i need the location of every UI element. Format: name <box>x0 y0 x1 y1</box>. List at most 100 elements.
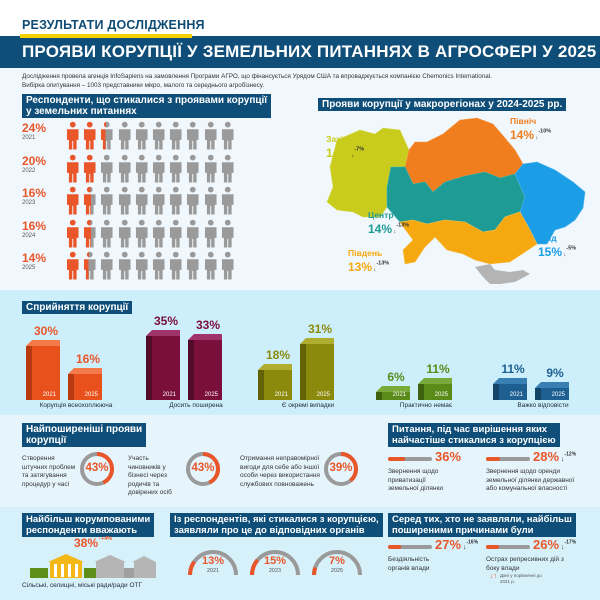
council-buildings-icon <box>30 554 156 578</box>
most-corrupt-pct: 38%↑+4% <box>74 536 113 550</box>
bar-year: 2021 <box>509 392 523 398</box>
row-pct: 20% <box>22 153 47 168</box>
gauge-value: 13% <box>201 555 225 567</box>
region-crimea <box>475 264 530 284</box>
common-item-donut: 43% <box>78 450 116 488</box>
region-south <box>399 211 538 265</box>
person-icon <box>135 251 149 281</box>
region-label: Південь 13% ↓-13% <box>348 248 390 274</box>
kicker-underline <box>20 34 192 38</box>
bar-year: 2021 <box>42 392 56 398</box>
region-label: Схід 15% ↓-5% <box>538 233 577 259</box>
person-icon <box>221 251 235 281</box>
bar-value: 6% <box>387 370 405 384</box>
person-icon <box>221 219 235 249</box>
bar-value: 30% <box>33 324 59 338</box>
reason-progress-bar <box>486 545 530 549</box>
person-icon <box>135 219 149 249</box>
donut-ring-icon <box>80 452 114 486</box>
bar-year: 2025 <box>84 392 98 398</box>
common-heading: Найпоширеніші прояви корупції <box>22 423 147 448</box>
perception-bar: 2021 30% <box>26 324 66 400</box>
person-icon <box>100 251 114 281</box>
row-pct: 14% <box>22 251 47 265</box>
person-icon <box>135 186 149 216</box>
perception-heading: Сприйняття корупції <box>22 297 133 315</box>
donut-value: 43% <box>85 462 109 474</box>
reason-progress-bar <box>388 545 432 549</box>
person-icon <box>186 251 200 281</box>
common-item-donut: 39% <box>322 450 360 488</box>
bar-value: 11% <box>426 362 450 376</box>
person-icon <box>221 154 235 184</box>
person-icon <box>204 121 218 151</box>
person-icon <box>186 121 200 151</box>
row-year: 2024 <box>22 232 36 239</box>
person-icon <box>83 251 97 281</box>
regions-heading: Прояви корупції у макрорегіонах у 2024-2… <box>318 94 567 112</box>
issue-progress-bar <box>486 457 530 461</box>
person-icon <box>83 154 97 184</box>
person-icon <box>83 186 97 216</box>
perception-bar: 2025 33% <box>188 318 228 400</box>
person-icon <box>135 121 149 151</box>
person-icon <box>221 121 235 151</box>
person-icon <box>152 186 166 216</box>
person-icon <box>118 186 132 216</box>
person-icon <box>152 219 166 249</box>
person-icon <box>83 219 97 249</box>
reason-text: Бездіяльність органів влади <box>388 556 430 572</box>
respondents-heading: Респонденти, що стикалися з проявами кор… <box>22 94 294 119</box>
region-label: Центр 14% ↓-13% <box>368 210 410 236</box>
person-icon <box>66 251 80 281</box>
person-icon <box>169 251 183 281</box>
person-icon <box>66 219 80 249</box>
perception-bar: 2025 11% <box>418 362 458 400</box>
perception-bar: 2021 11% <box>493 362 533 400</box>
person-icon <box>66 121 80 151</box>
person-icon <box>169 154 183 184</box>
bar-year: 2025 <box>434 392 448 398</box>
reported-gauge: 13% 2021 <box>186 543 240 579</box>
person-icon <box>152 121 166 151</box>
person-icon <box>152 251 166 281</box>
gauge-year: 2023 <box>268 568 282 574</box>
person-icon <box>204 186 218 216</box>
bar-year: 2025 <box>551 392 565 398</box>
gauge-arc-icon <box>188 550 238 576</box>
reason-text: Острах репресивних дій з боку влади <box>486 556 564 572</box>
region-label: Північ 14% ↓-10% <box>510 116 552 142</box>
reported-heading: Із респондентів, які стикалися з корупці… <box>170 513 383 538</box>
ukraine-map <box>326 117 586 284</box>
title-banner <box>0 36 600 68</box>
bar-year: 2025 <box>204 392 218 398</box>
row-pct: 16% <box>22 218 47 233</box>
perception-bar: 2021 18% <box>258 348 298 400</box>
common-item-text: Участь чиновників у бізнесі через родичі… <box>128 455 172 496</box>
row-year: 2022 <box>22 167 36 174</box>
gauge-year: 2021 <box>206 568 220 574</box>
person-icon <box>186 154 200 184</box>
reason-pct: 26% ↓-17% <box>533 537 577 552</box>
person-icon <box>169 219 183 249</box>
donut-ring-icon <box>324 452 358 486</box>
person-icon <box>204 219 218 249</box>
person-icon <box>66 154 80 184</box>
issue-pct: 36% <box>435 449 462 464</box>
common-item-text: Отримання неправомірної вигоди для себе … <box>240 455 320 488</box>
person-icon <box>83 121 97 151</box>
person-icon <box>118 219 132 249</box>
bar-year: 2025 <box>316 392 330 398</box>
person-icon <box>66 186 80 216</box>
person-icon <box>135 154 149 184</box>
intro-text: Дослідження провела агенція InfoSapiens … <box>22 73 492 89</box>
up-down-arrows-icon: ↓↑ <box>490 573 497 580</box>
issues-heading: Питання, під час вирішення яких найчастіш… <box>388 423 560 448</box>
perception-bar: 2021 6% <box>376 370 416 400</box>
kicker: РЕЗУЛЬТАТИ ДОСЛІДЖЕННЯ <box>22 18 205 32</box>
most-corrupt-heading: Найбільш корумпованими респонденти вважаю… <box>22 513 155 538</box>
person-icon <box>221 186 235 216</box>
person-icon <box>169 121 183 151</box>
person-icon <box>152 154 166 184</box>
pictogram-row: 20% 2022 <box>22 154 238 184</box>
